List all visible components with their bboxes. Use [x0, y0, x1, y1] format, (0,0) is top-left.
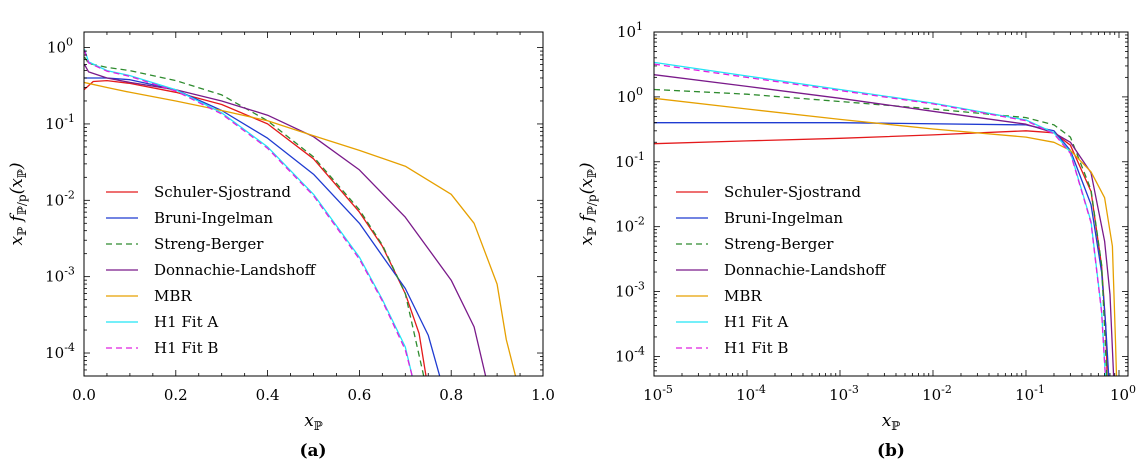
x-axis-label: xℙ	[304, 411, 323, 433]
series-line-donnachie-landshoff	[654, 74, 1115, 376]
y-tick-label: 101	[617, 20, 643, 41]
series-line-h1-fit-a	[84, 49, 413, 376]
y-tick-label: 100	[617, 85, 643, 106]
panel-caption: (a)	[299, 441, 326, 461]
y-tick-label: 10-3	[45, 265, 75, 286]
legend-entry: Bruni-Ingelman	[724, 209, 843, 227]
series-line-h1-fit-b	[654, 63, 1107, 376]
series-line-h1-fit-a	[654, 61, 1107, 376]
y-tick-label: 10-1	[615, 150, 645, 171]
x-tick-label: 1.0	[531, 386, 555, 404]
y-axis-label: xℙ fℙ/p(xℙ)	[577, 163, 599, 246]
x-tick-label: 0.4	[256, 386, 280, 404]
series-line-bruni-ingelman	[84, 77, 441, 376]
legend-entry: Donnachie-Landshoff	[154, 261, 317, 279]
y-tick-label: 10-4	[45, 341, 75, 362]
legend-entry: Bruni-Ingelman	[154, 209, 273, 227]
y-tick-label: 10-3	[615, 280, 645, 301]
x-tick-label: 0.0	[72, 386, 96, 404]
y-tick-label: 10-1	[45, 112, 75, 133]
series-line-streng-berger	[654, 88, 1108, 376]
series-line-mbr	[84, 81, 517, 376]
legend-entry: H1 Fit B	[154, 339, 218, 357]
chart-panel-b: 101 100 10-1 10-2 10-3 10-4 10-5 10-4 10-3 10-2 10…	[577, 20, 1136, 461]
x-tick-label: 10-1	[1015, 383, 1045, 404]
legend: Schuler-Sjostrand Bruni-Ingelman Streng-Be…	[676, 183, 887, 357]
legend-entry: Streng-Berger	[724, 235, 834, 253]
chart-panel-a: 100 10-1 10-2 10-3 10-4 0.0 0.2 0.4 0.6 0.8 1.0 xℙ x…	[7, 31, 555, 461]
x-tick-label: 100	[1110, 383, 1136, 404]
legend-entry: H1 Fit A	[724, 313, 788, 331]
series-group	[84, 49, 517, 376]
series-line-schuler-sjostrand	[654, 130, 1108, 376]
x-tick-label: 10-5	[643, 383, 673, 404]
series-line-h1-fit-b	[84, 50, 413, 376]
x-tick-label: 10-4	[736, 383, 766, 404]
series-group	[654, 61, 1118, 376]
x-tick-label: 10-3	[829, 383, 859, 404]
legend-entry: H1 Fit A	[154, 313, 218, 331]
plot-frame	[653, 31, 1129, 377]
y-tick-label: 100	[47, 36, 73, 57]
series-line-donnachie-landshoff	[84, 64, 487, 376]
series-line-schuler-sjostrand	[84, 79, 427, 376]
legend-entry: Schuler-Sjostrand	[154, 183, 291, 201]
x-tick-label: 0.2	[164, 386, 188, 404]
legend-entry: MBR	[724, 287, 762, 305]
y-tick-label: 10-4	[615, 344, 645, 365]
panel-caption: (b)	[877, 441, 905, 461]
legend-entry: MBR	[154, 287, 192, 305]
legend-entry: Streng-Berger	[154, 235, 264, 253]
legend-entry: Donnachie-Landshoff	[724, 261, 887, 279]
series-line-bruni-ingelman	[654, 122, 1110, 376]
legend-entry: H1 Fit B	[724, 339, 788, 357]
y-tick-label: 10-2	[45, 188, 75, 209]
x-tick-label: 10-2	[922, 383, 952, 404]
series-line-mbr	[654, 97, 1118, 376]
x-axis-label: xℙ	[882, 411, 901, 433]
legend: Schuler-Sjostrand Bruni-Ingelman Streng-Be…	[106, 183, 317, 357]
x-tick-label: 0.6	[347, 386, 371, 404]
x-tick-label: 0.8	[439, 386, 463, 404]
y-tick-label: 10-2	[615, 215, 645, 236]
y-axis-label: xℙ fℙ/p(xℙ)	[7, 163, 29, 246]
legend-entry: Schuler-Sjostrand	[724, 183, 861, 201]
